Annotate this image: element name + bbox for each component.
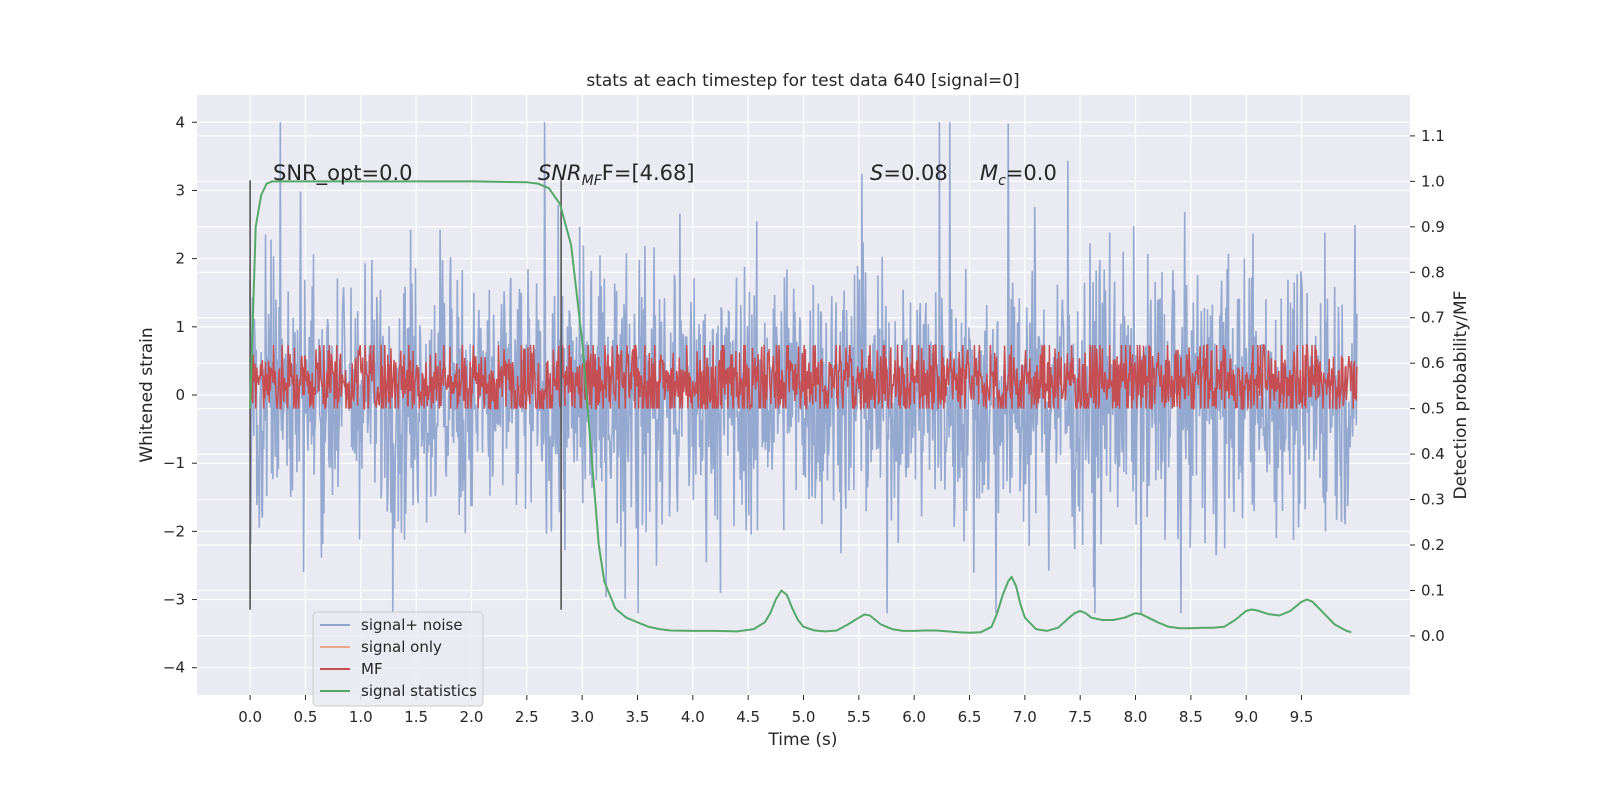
annotation-snr-opt: SNR_opt=0.0 [273, 161, 413, 186]
annotation-s: S=0.08 [870, 161, 948, 185]
y-right-tick-label: 1.0 [1421, 172, 1445, 190]
legend-label-mf: MF [361, 660, 383, 678]
x-tick-label: 7.0 [1013, 708, 1037, 726]
x-tick-label: 2.5 [515, 708, 539, 726]
legend-label-signal-plus-noise: signal+ noise [361, 616, 463, 634]
y-right-tick-label: 0.6 [1421, 354, 1445, 372]
x-tick-label: 6.5 [958, 708, 982, 726]
series-mf [249, 344, 1358, 412]
legend-label-signal-statistics: signal statistics [361, 682, 477, 700]
signal-statistics-line [249, 180, 1352, 634]
y-axis-right-label: Detection probability/MF [1451, 291, 1471, 500]
x-tick-label: 6.0 [902, 708, 926, 726]
chart-title: stats at each timestep for test data 640… [586, 71, 1019, 91]
y-right-tick-label: 0.8 [1421, 263, 1445, 281]
y-right-tick-label: 0.1 [1421, 581, 1445, 599]
x-axis-label: Time (s) [767, 730, 837, 750]
x-tick-label: 1.5 [404, 708, 428, 726]
legend: signal+ noise signal only MF signal stat… [312, 611, 484, 707]
y-tick-label: −1 [163, 454, 185, 472]
y-right-tick-label: 0.9 [1421, 218, 1445, 236]
annotation-mc-tail: =0.0 [1006, 161, 1057, 185]
legend-box [312, 611, 484, 707]
legend-label-signal-only: signal only [361, 638, 442, 656]
y-tick-label: −2 [163, 522, 185, 540]
annotation-mc-sub: c [998, 173, 1006, 189]
y-tick-label: −3 [163, 591, 185, 609]
y-tick-label: 4 [175, 113, 185, 131]
annotation-snr-mf-tail: F=[4.68] [602, 161, 695, 185]
y-right-tick-label: 0.2 [1421, 536, 1445, 554]
x-tick-label: 9.5 [1290, 708, 1314, 726]
x-tick-label: 8.0 [1124, 708, 1148, 726]
y-right-tick-label: 0.0 [1421, 627, 1445, 645]
x-tick-label: 4.0 [681, 708, 705, 726]
annotation-mc-var: M [980, 161, 998, 185]
x-tick-label: 3.0 [570, 708, 594, 726]
x-tick-label: 1.0 [349, 708, 373, 726]
y-right-tick-label: 0.5 [1421, 400, 1445, 418]
annotation-s-var: S [870, 161, 883, 185]
y-right-tick-label: 0.7 [1421, 309, 1445, 327]
series-signal-plus-noise [249, 122, 1358, 614]
series-signal-statistics [249, 180, 1352, 634]
annotation-snr-mf-sub: MF [582, 173, 603, 189]
annotation-snr-mf-main: SNR [538, 161, 582, 185]
x-tick-label: 5.5 [847, 708, 871, 726]
x-tick-label: 7.5 [1068, 708, 1092, 726]
y-tick-label: −4 [163, 659, 185, 677]
x-tick-label: 5.0 [792, 708, 816, 726]
y-tick-label: 0 [175, 386, 185, 404]
y-tick-label: 2 [175, 250, 185, 268]
y-right-tick-label: 0.3 [1421, 491, 1445, 509]
mf-line [249, 344, 1358, 412]
x-tick-label: 2.0 [460, 708, 484, 726]
axis-ticks: 0.0 0.5 1.0 1.5 2.0 2.5 3.0 3.5 4.0 4.5 5.0 5.5 6.0 6… [163, 113, 1445, 726]
y-right-tick-label: 1.1 [1421, 127, 1445, 145]
x-tick-label: 4.5 [736, 708, 760, 726]
y-tick-label: 3 [175, 181, 185, 199]
signal-plus-noise-line [249, 122, 1358, 614]
x-tick-label: 8.5 [1179, 708, 1203, 726]
annotation-snr-mf: SNRMFF=[4.68] [538, 161, 695, 189]
x-tick-label: 9.0 [1234, 708, 1258, 726]
annotation-s-tail: =0.08 [883, 161, 947, 185]
x-tick-label: 3.5 [626, 708, 650, 726]
x-tick-label: 0.5 [294, 708, 318, 726]
y-axis-label: Whitened strain [137, 327, 157, 462]
annotation-mc: Mc=0.0 [980, 161, 1057, 189]
y-right-tick-label: 0.4 [1421, 445, 1445, 463]
x-tick-label: 0.0 [238, 708, 262, 726]
y-tick-label: 1 [175, 318, 185, 336]
